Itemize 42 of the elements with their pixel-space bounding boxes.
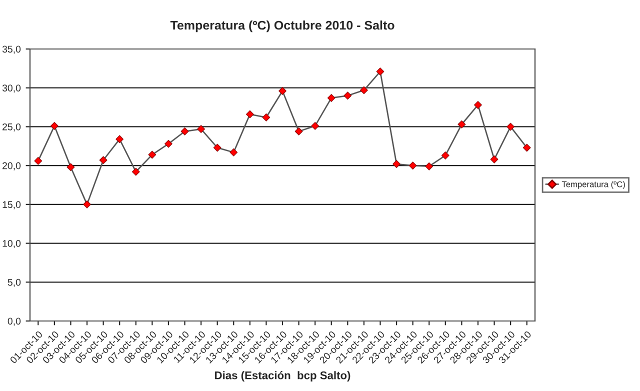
point xyxy=(164,140,172,148)
point xyxy=(344,92,352,100)
point xyxy=(213,144,222,152)
y-tick-label: 10,0 xyxy=(2,240,21,248)
point xyxy=(230,148,238,156)
point xyxy=(425,162,434,170)
point xyxy=(180,127,189,136)
point xyxy=(50,122,58,130)
point xyxy=(408,162,417,170)
point xyxy=(522,144,531,152)
point xyxy=(66,163,75,172)
y-tick-label: 15,0 xyxy=(2,201,21,210)
y-tick-label: 25,0 xyxy=(2,123,21,132)
point xyxy=(294,127,303,136)
point xyxy=(376,68,384,76)
point xyxy=(490,155,498,164)
point xyxy=(262,113,270,122)
point xyxy=(148,150,156,159)
point xyxy=(34,156,42,165)
y-tick-label: 5,0 xyxy=(8,278,21,287)
point xyxy=(360,86,368,94)
chart-title: Temperatura (ºC) Octubre 2010 - Salto xyxy=(170,20,394,32)
y-tick-label: 35,0 xyxy=(2,46,21,54)
y-tick-label: 0,0 xyxy=(8,318,21,326)
point xyxy=(474,101,482,109)
legend-label: Temperatura (ºC) xyxy=(562,181,625,189)
point xyxy=(458,120,466,128)
x-axis-title: Dias (Estación bcp Salto) xyxy=(215,371,350,382)
point xyxy=(246,110,254,118)
point xyxy=(278,87,286,95)
point xyxy=(506,122,515,131)
point xyxy=(132,168,140,176)
point xyxy=(99,156,108,164)
point xyxy=(392,160,400,168)
point xyxy=(83,200,91,208)
point xyxy=(311,122,320,130)
y-tick-label: 30,0 xyxy=(2,84,21,93)
y-tick-label: 20,0 xyxy=(2,162,21,170)
point xyxy=(441,152,450,160)
point xyxy=(197,125,206,133)
point xyxy=(116,135,124,144)
point xyxy=(327,94,336,102)
